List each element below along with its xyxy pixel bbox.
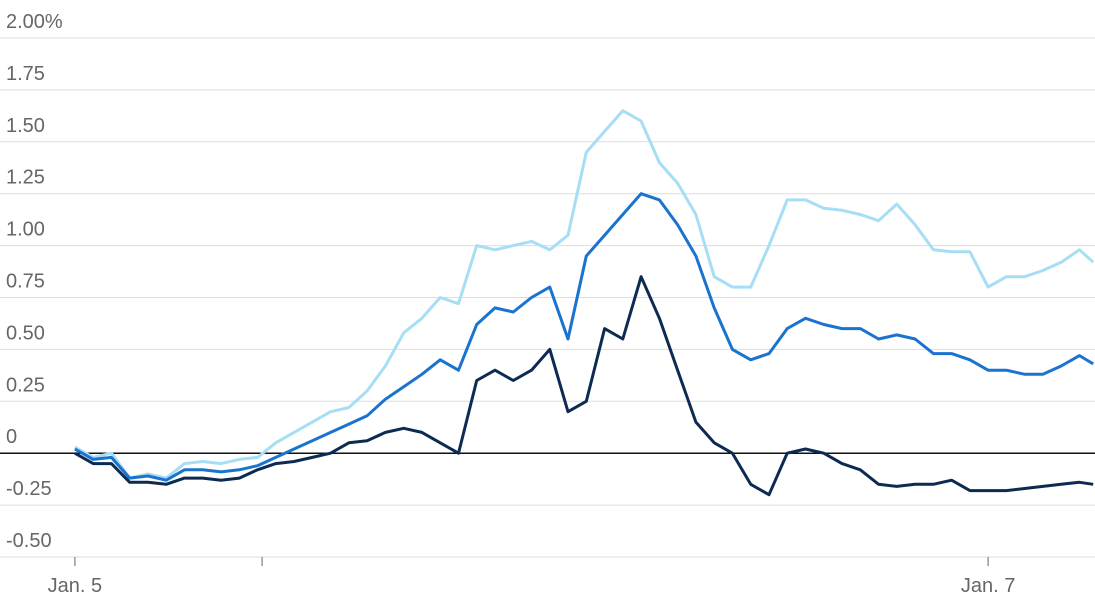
x-tick-label: Jan. 7 <box>961 575 1015 597</box>
y-tick-label: -0.50 <box>6 530 52 552</box>
y-tick-label: -0.25 <box>6 478 52 500</box>
x-tick-label: Jan. 5 <box>48 575 102 597</box>
y-tick-label: 0.50 <box>6 322 45 344</box>
y-tick-label: 2.00% <box>6 11 63 33</box>
y-tick-label: 0 <box>6 426 17 448</box>
line-series <box>74 109 1095 480</box>
y-tick-label: 1.00 <box>6 219 45 241</box>
line-series <box>74 192 1094 482</box>
y-tick-label: 1.50 <box>6 115 45 137</box>
y-tick-label: 0.25 <box>6 374 45 396</box>
y-tick-label: 1.75 <box>6 63 45 85</box>
y-tick-label: 0.75 <box>6 271 45 293</box>
line-series <box>74 275 1094 497</box>
y-tick-label: 1.25 <box>6 167 45 189</box>
